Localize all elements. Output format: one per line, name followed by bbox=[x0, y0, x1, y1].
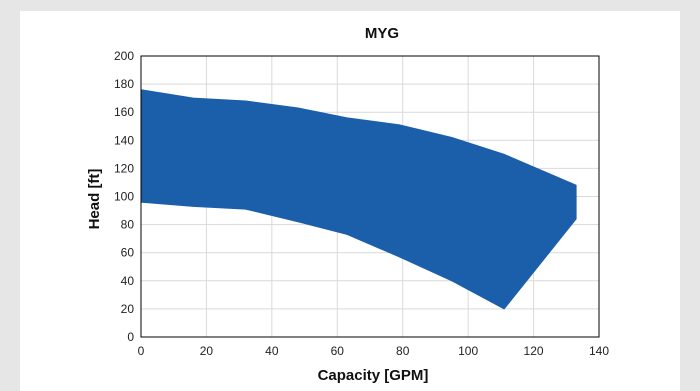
y-tick-label: 0 bbox=[127, 330, 134, 344]
y-tick-labels: 0 20 40 60 80 100 120 140 160 180 200 bbox=[114, 49, 134, 344]
y-tick-label: 20 bbox=[121, 302, 135, 316]
y-tick-label: 200 bbox=[114, 49, 134, 63]
x-tick-label: 20 bbox=[200, 344, 214, 358]
y-tick-label: 160 bbox=[114, 105, 134, 119]
y-tick-label: 80 bbox=[121, 218, 135, 232]
y-tick-label: 60 bbox=[121, 246, 135, 260]
x-tick-label: 100 bbox=[458, 344, 478, 358]
y-tick-label: 140 bbox=[114, 133, 134, 147]
y-tick-label: 40 bbox=[121, 274, 135, 288]
x-tick-label: 80 bbox=[396, 344, 410, 358]
x-tick-label: 60 bbox=[331, 344, 345, 358]
x-axis-title: Capacity [GPM] bbox=[318, 367, 429, 384]
plot-frame bbox=[140, 55, 600, 338]
y-tick-label: 180 bbox=[114, 77, 134, 91]
operating-band bbox=[140, 89, 577, 310]
x-tick-label: 140 bbox=[589, 344, 609, 358]
x-tick-label: 0 bbox=[138, 344, 145, 358]
y-axis-title: Head [ft] bbox=[86, 169, 103, 230]
chart-title: MYG bbox=[365, 25, 399, 42]
x-tick-labels: 0 20 40 60 80 100 120 140 bbox=[138, 344, 610, 358]
x-tick-label: 40 bbox=[265, 344, 279, 358]
y-tick-label: 120 bbox=[114, 161, 134, 175]
chart-panel: MYG 0 20 40 60 80 100 120 140 0 20 40 60 80 100 120 14… bbox=[20, 11, 680, 391]
y-tick-label: 100 bbox=[114, 190, 134, 204]
x-tick-label: 120 bbox=[524, 344, 544, 358]
operating-range-area bbox=[140, 89, 577, 310]
chart-svg: MYG 0 20 40 60 80 100 120 140 0 20 40 60 80 100 120 14… bbox=[86, 25, 610, 384]
